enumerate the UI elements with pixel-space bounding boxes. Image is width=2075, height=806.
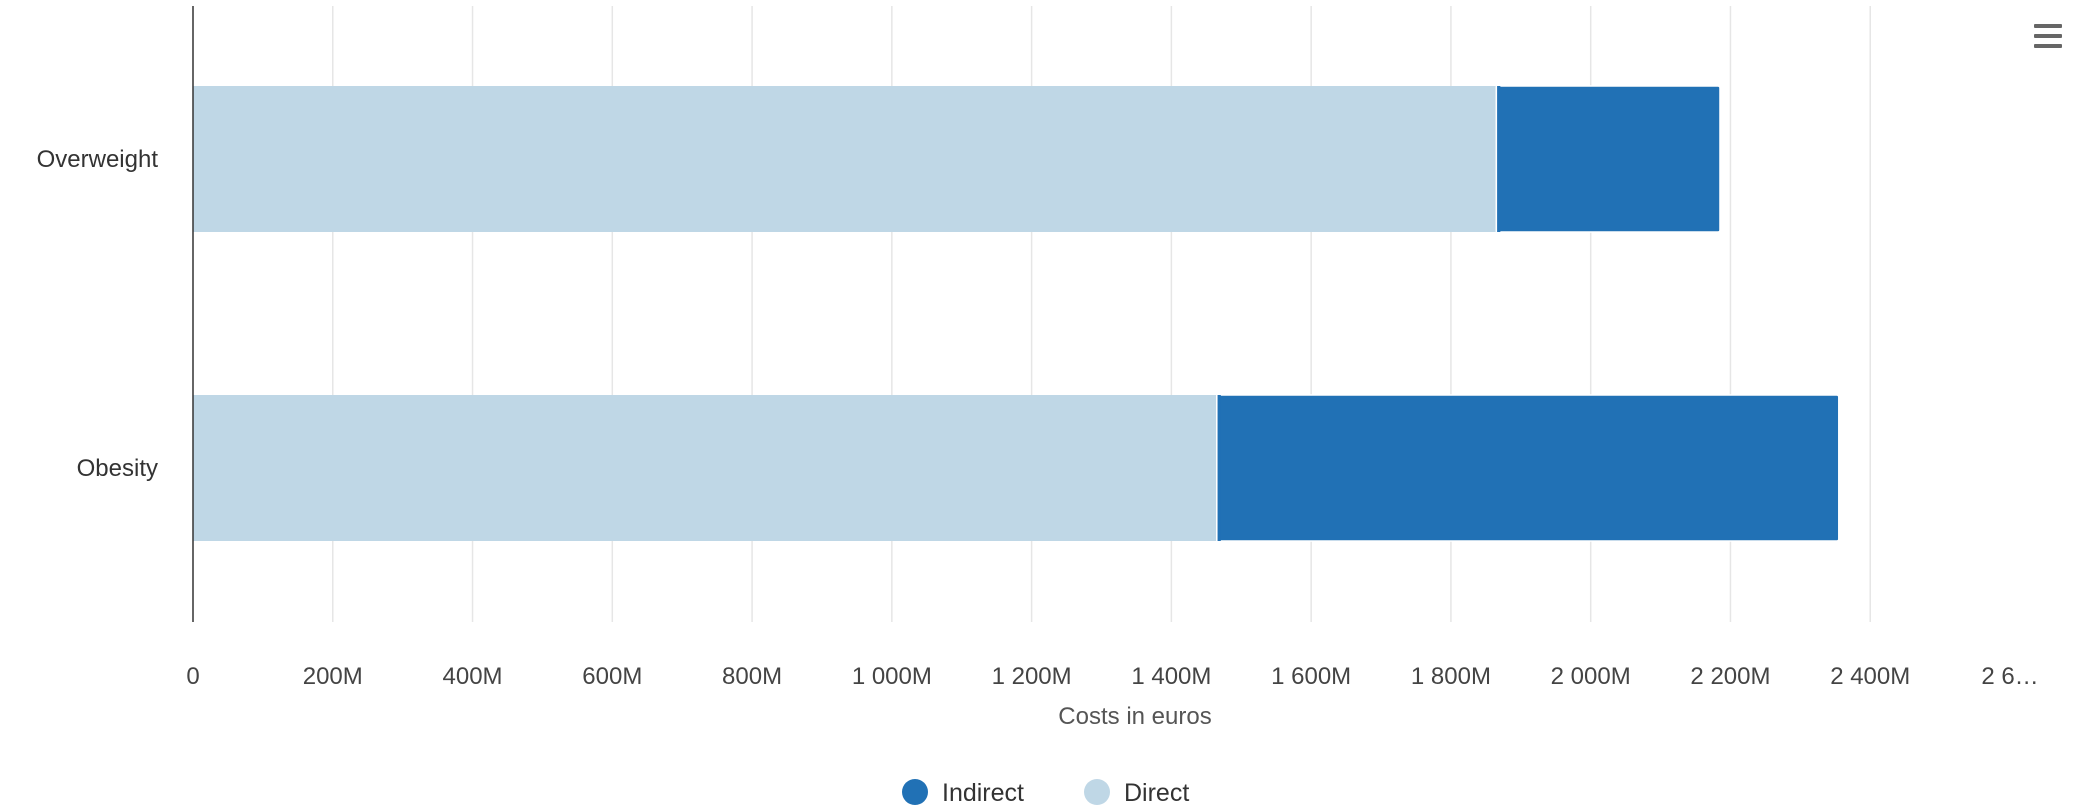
x-axis-title: Costs in euros [1058, 703, 1211, 730]
x-tick-label: 0 [186, 663, 199, 690]
legend-marker-indirect [902, 779, 928, 805]
legend-item-direct[interactable]: Direct [1084, 779, 1189, 806]
bar-indirect-obesity[interactable] [1216, 394, 1840, 542]
x-tick-label: 200M [303, 663, 363, 690]
hamburger-menu-icon [2034, 24, 2062, 48]
x-tick-label: 1 000M [852, 663, 932, 690]
category-labels: Overweight Obesity [37, 146, 159, 482]
bar-indirect-overweight[interactable] [1495, 85, 1721, 233]
x-tick-label: 600M [582, 663, 642, 690]
x-tick-label: 1 400M [1131, 663, 1211, 690]
legend-label-indirect: Indirect [942, 779, 1024, 806]
legend-item-indirect[interactable]: Indirect [902, 779, 1024, 806]
bar-indirect-join [1496, 86, 1501, 232]
category-label-obesity: Obesity [77, 455, 158, 482]
x-tick-label: 1 600M [1271, 663, 1351, 690]
x-tick-label: 2 000M [1551, 663, 1631, 690]
x-tick-label: 2 400M [1830, 663, 1910, 690]
bar-direct-obesity[interactable] [193, 395, 1217, 541]
legend-label-direct: Direct [1124, 779, 1189, 806]
legend-marker-direct [1084, 779, 1110, 805]
x-tick-label: 1 200M [992, 663, 1072, 690]
bar-indirect-join [1216, 395, 1221, 541]
x-tick-labels: 0 200M 400M 600M 800M 1 000M 1 200M 1 400M 1 600… [186, 663, 2038, 690]
x-tick-label: 800M [722, 663, 782, 690]
x-tick-label: 2 6… [1981, 663, 2038, 690]
x-tick-label: 2 200M [1690, 663, 1770, 690]
bar-direct-overweight[interactable] [193, 86, 1497, 232]
x-tick-label: 1 800M [1411, 663, 1491, 690]
x-tick-label: 400M [443, 663, 503, 690]
bars [193, 85, 1840, 542]
category-label-overweight: Overweight [37, 146, 159, 173]
legend: Indirect Direct [902, 779, 1189, 806]
chart-menu-button[interactable] [2030, 20, 2066, 56]
